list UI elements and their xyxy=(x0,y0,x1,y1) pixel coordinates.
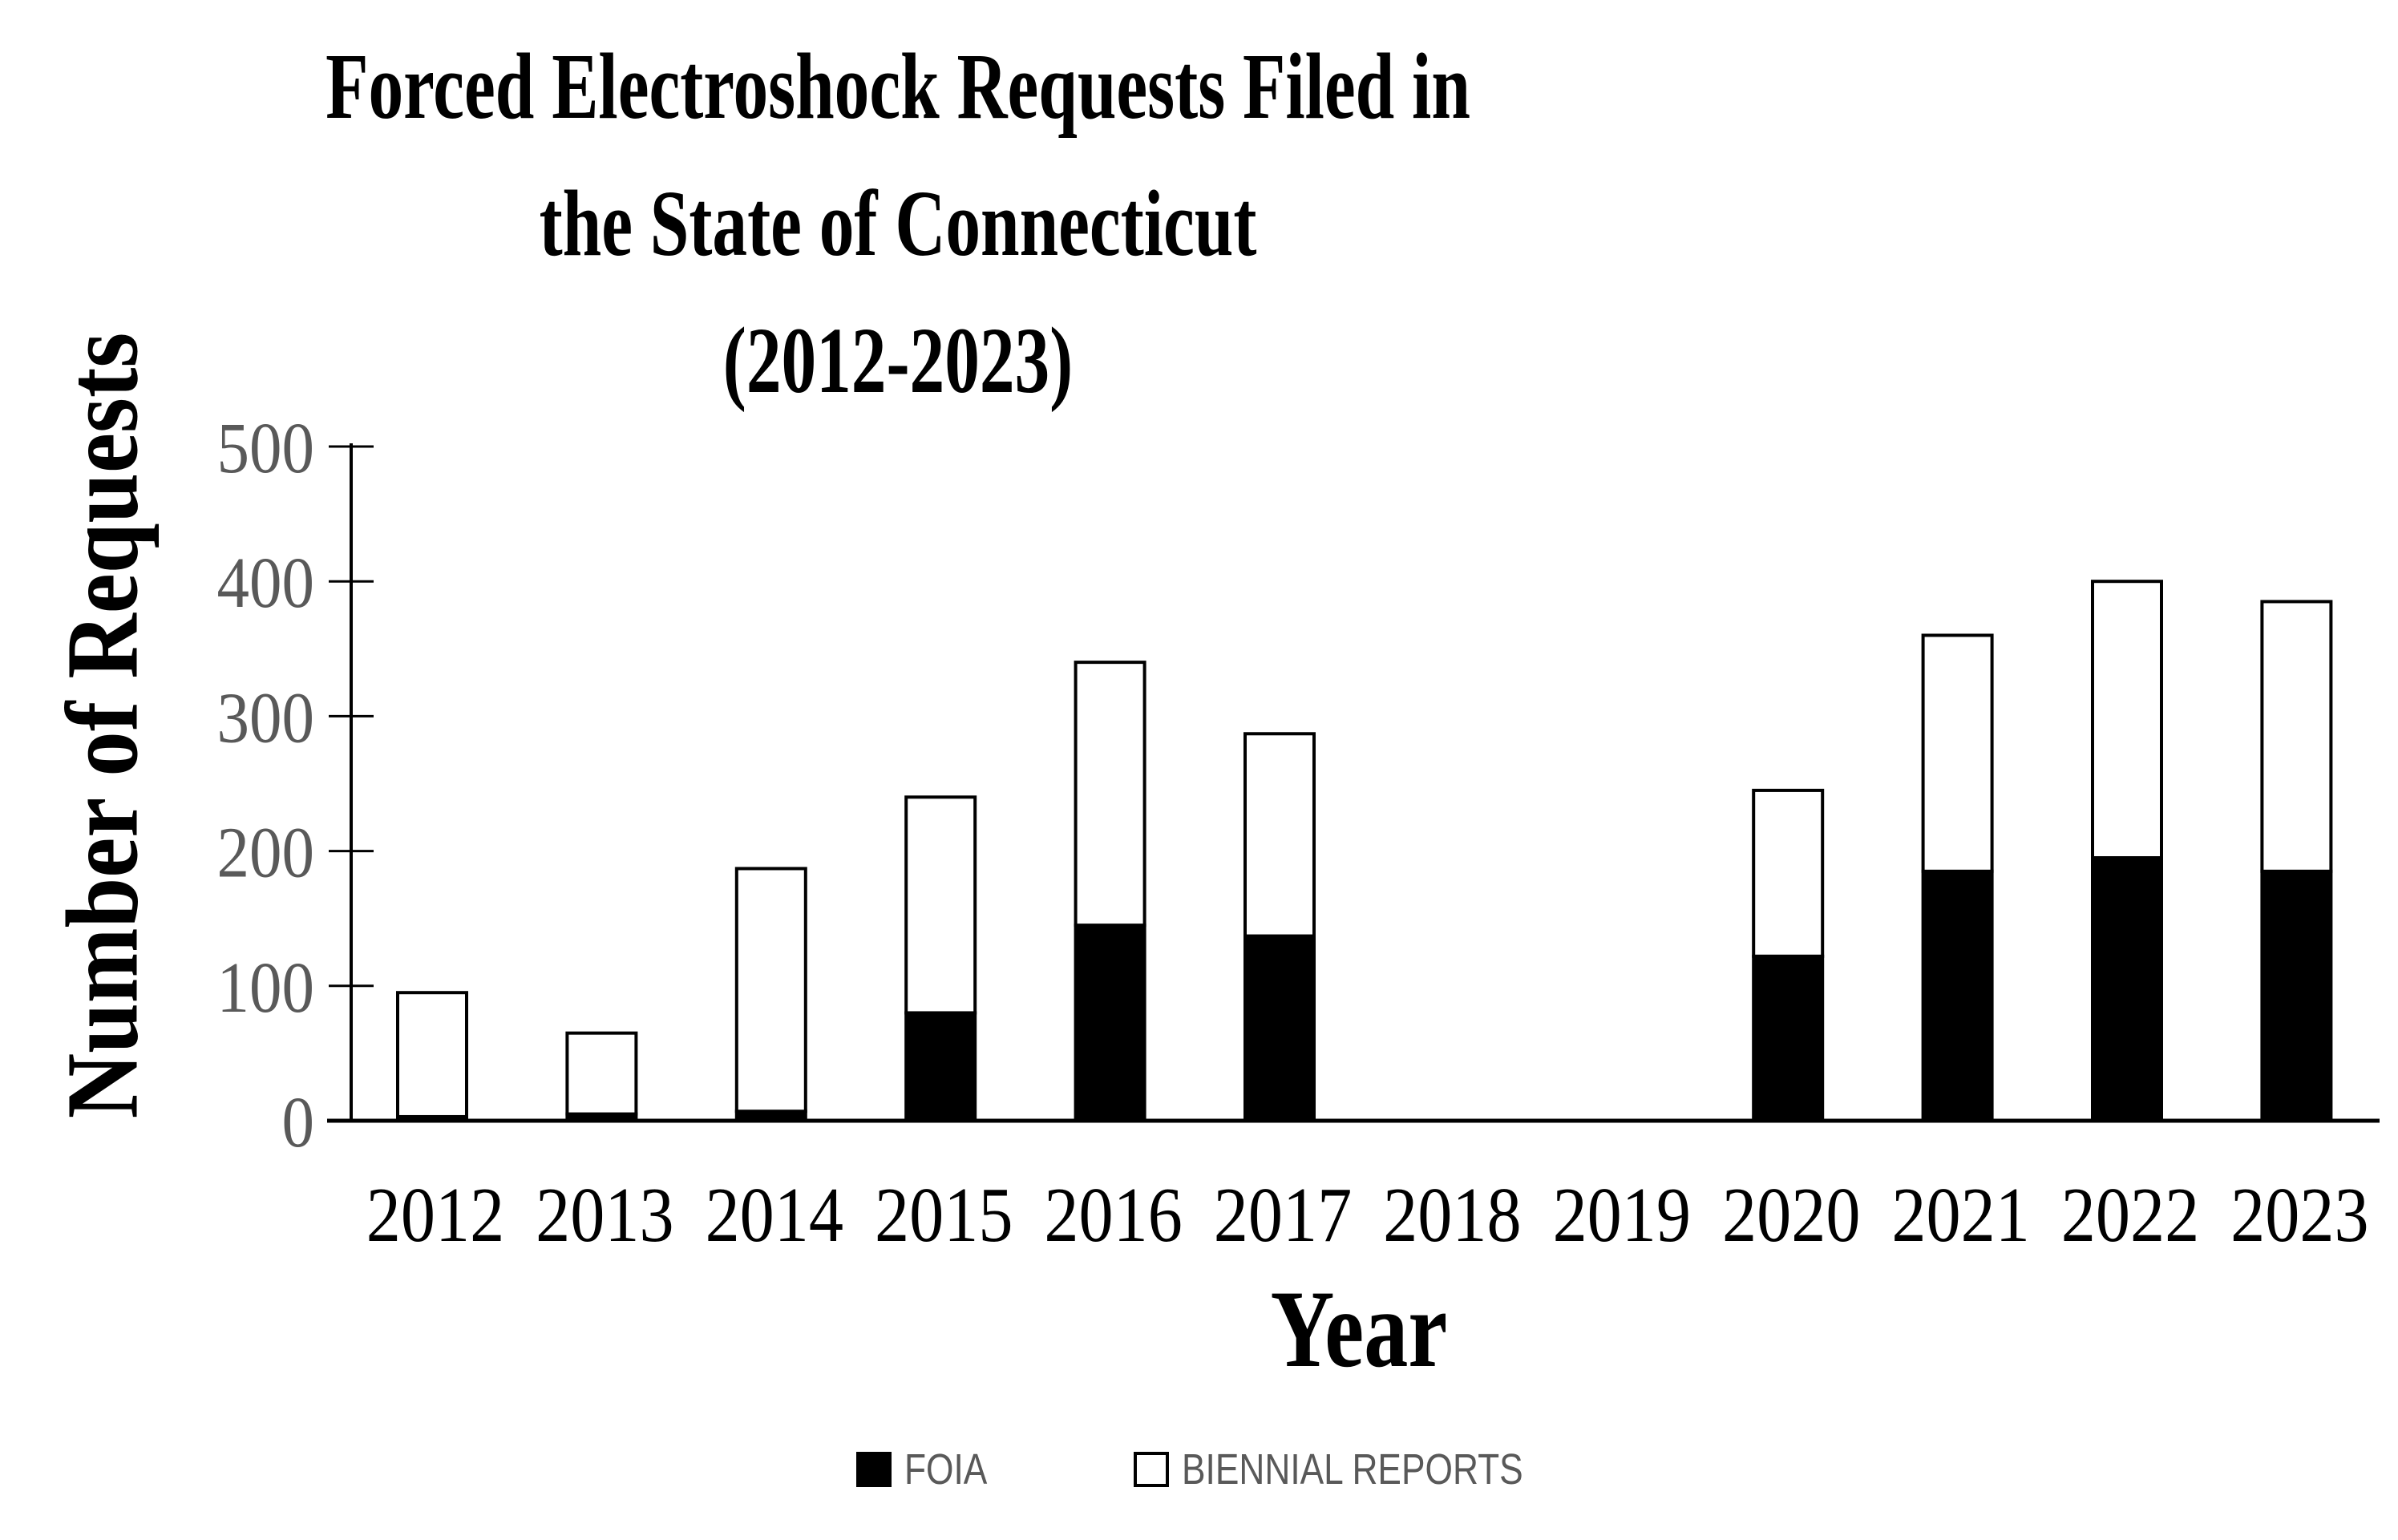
x-tick-label-2013: 2013 xyxy=(536,1171,673,1258)
y-tick-label-400: 400 xyxy=(217,543,314,623)
legend-item-biennial: BIENNIAL REPORTS xyxy=(1133,1445,1598,1494)
legend: FOIA BIENNIAL REPORTS xyxy=(0,1445,2398,1494)
y-tick-label-100: 100 xyxy=(217,948,314,1028)
x-tick-label-2020: 2020 xyxy=(1722,1171,1860,1258)
bar-foia-2021 xyxy=(1921,869,1994,1122)
bar-foia-2015 xyxy=(904,1011,977,1122)
chart-title-line1: Forced Electroshock Requests Filed in xyxy=(326,34,1470,139)
bar-biennial-2013 xyxy=(565,1031,638,1116)
x-tick-label-2023: 2023 xyxy=(2230,1171,2368,1258)
bar-biennial-2016 xyxy=(1074,661,1146,928)
bar-biennial-2014 xyxy=(734,867,807,1114)
chart-title: Forced Electroshock Requests Filed in th… xyxy=(326,18,1470,429)
bar-biennial-2022 xyxy=(2091,580,2163,860)
y-tick-label-200: 200 xyxy=(217,813,314,893)
legend-label-foia: FOIA xyxy=(904,1445,988,1494)
bar-biennial-2023 xyxy=(2260,600,2333,873)
x-tick-label-2016: 2016 xyxy=(1044,1171,1182,1258)
bar-foia-2023 xyxy=(2260,869,2333,1122)
bar-foia-2017 xyxy=(1243,934,1316,1123)
x-tick-label-2019: 2019 xyxy=(1553,1171,1691,1258)
bar-biennial-2015 xyxy=(904,795,977,1015)
foia-swatch-icon xyxy=(855,1452,892,1487)
x-tick-label-2012: 2012 xyxy=(366,1171,504,1258)
legend-item-foia: FOIA xyxy=(855,1445,1005,1494)
x-tick-label-2018: 2018 xyxy=(1383,1171,1521,1258)
bar-biennial-2021 xyxy=(1921,633,1994,873)
legend-label-biennial: BIENNIAL REPORTS xyxy=(1181,1445,1523,1494)
chart-title-line3: (2012-2023) xyxy=(722,308,1074,414)
biennial-swatch-icon xyxy=(1133,1452,1169,1487)
x-tick-label-2017: 2017 xyxy=(1214,1171,1352,1258)
chart-title-line2: the State of Connecticut xyxy=(539,171,1257,277)
bar-biennial-2012 xyxy=(396,991,468,1118)
y-tick-label-300: 300 xyxy=(217,678,314,758)
y-tick-label-0: 0 xyxy=(281,1082,314,1162)
y-tick-label-500: 500 xyxy=(217,408,314,488)
bar-foia-2016 xyxy=(1074,924,1146,1122)
x-tick-label-2014: 2014 xyxy=(706,1171,843,1258)
bar-biennial-2017 xyxy=(1243,732,1316,938)
bar-biennial-2020 xyxy=(1752,788,1825,958)
bar-foia-2020 xyxy=(1752,954,1825,1123)
x-tick-label-2021: 2021 xyxy=(1891,1171,2029,1258)
bar-foia-2022 xyxy=(2091,856,2163,1122)
x-tick-label-2022: 2022 xyxy=(2061,1171,2199,1258)
x-tick-label-2015: 2015 xyxy=(875,1171,1013,1258)
x-axis-title: Year xyxy=(1270,1267,1448,1390)
